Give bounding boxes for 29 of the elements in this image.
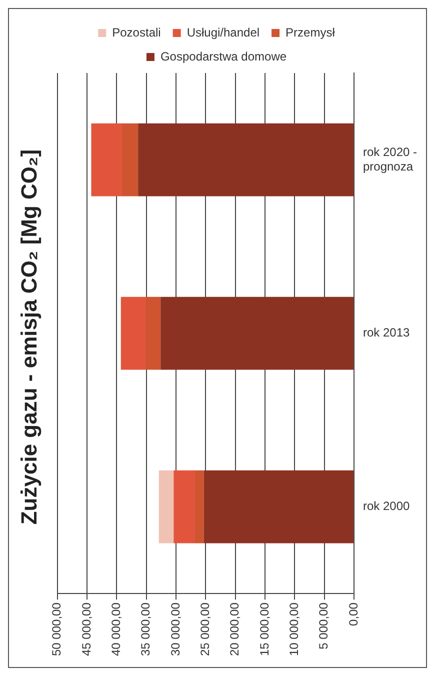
x-tick-label: 35 000,00 (138, 602, 153, 656)
bar (121, 123, 138, 196)
legend-label: Przemysł (286, 25, 336, 40)
x-tick-label: 45 000,00 (79, 602, 94, 656)
x-tick-label: 5 000,00 (316, 602, 331, 650)
bar (120, 296, 146, 370)
x-tick-label: 50 000,00 (50, 602, 64, 656)
x-tick-label: 10 000,00 (286, 602, 301, 656)
x-tick-label: 0,00 (346, 602, 360, 626)
bar (158, 470, 174, 544)
bar (91, 123, 122, 196)
text: Zużycie gazu - emisja CO₂ [Mg CO₂] (16, 149, 42, 525)
y-tick-label: rok 2013 (362, 326, 410, 340)
bar (204, 470, 354, 544)
bar (146, 296, 161, 370)
x-tick-label: 20 000,00 (228, 602, 242, 656)
bar (174, 470, 196, 544)
bar (195, 470, 204, 544)
x-tick-label: 30 000,00 (168, 602, 182, 656)
x-tick-label: 15 000,00 (257, 602, 272, 656)
x-tick-label: 25 000,00 (198, 602, 212, 656)
legend-label: Gospodarstwa domowe (160, 49, 287, 64)
bar (138, 123, 354, 196)
legend-label: Pozostali (112, 25, 161, 40)
y-tick-label: rok 2000 (362, 499, 410, 514)
legend-label: Usługi/handel (186, 25, 260, 40)
x-tick-label: 40 000,00 (109, 602, 124, 656)
bar (160, 296, 354, 370)
y-tick-label: rok 2020 - prognoza (362, 144, 418, 174)
